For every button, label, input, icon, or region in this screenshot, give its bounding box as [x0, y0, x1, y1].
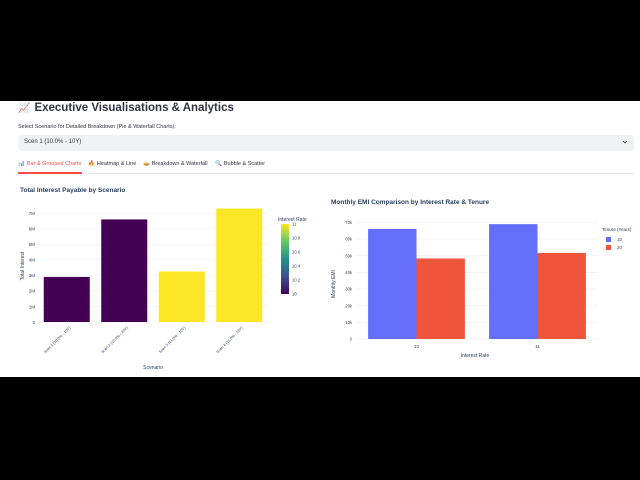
x-tick-label: 11: [535, 344, 540, 349]
y-tick-label: 60k: [345, 237, 353, 242]
y-tick-label: 30k: [345, 287, 353, 292]
bar: [416, 258, 465, 339]
colorbar-tick-label: 10.4: [292, 264, 301, 269]
y-tick-label: 1M: [29, 304, 36, 309]
x-axis-label: Scenario: [143, 365, 163, 371]
active-tab-indicator: [18, 172, 82, 174]
colorbar-tick-label: 10: [292, 292, 297, 297]
x-tick-label: Scen 3 (11.0% - 10Y): [158, 325, 187, 354]
colorbar-tick-label: 10.6: [292, 250, 301, 255]
y-axis-label: Total Interest: [20, 251, 26, 280]
legend-title: Tenure (Years): [602, 227, 632, 232]
tab-label: Breakdown & Waterfall: [151, 161, 208, 167]
x-tick-labels: Scen 1 (10.0% - 10Y) Scen 2 (10.0% - 20Y)…: [43, 325, 245, 354]
scenario-select-value: Scen 1 (10.0% - 10Y): [24, 139, 82, 145]
chevron-down-icon: [622, 140, 628, 144]
total-interest-chart: Total Interest Payable by Scenario 0 1M 2M…: [20, 187, 307, 371]
bars: [43, 208, 263, 322]
x-tick-label: Scen 2 (10.0% - 20Y): [100, 325, 129, 354]
page-title-text: Executive Visualisations & Analytics: [34, 102, 234, 114]
x-tick-labels: 10 11: [414, 344, 540, 349]
tab-breakdown-waterfall[interactable]: 🥧 Breakdown & Waterfall: [143, 161, 208, 167]
bar: [158, 271, 205, 322]
colorbar-tick-labels: 10 10.2 10.4 10.6 10.8 11: [292, 222, 301, 297]
colorbar-title: Interest Rate: [278, 217, 307, 223]
app-main: 📈 Executive Visualisations & Analytics S…: [0, 101, 640, 377]
y-tick-label: 3M: [29, 273, 36, 278]
chart-title: Monthly EMI Comparison by Interest Rate …: [331, 199, 489, 206]
chart-title: Total Interest Payable by Scenario: [20, 187, 125, 194]
bar: [489, 224, 538, 339]
y-tick-label: 0: [32, 320, 35, 325]
colorbar: [281, 224, 289, 294]
x-tick-label: Scen 4 (11.0% - 20Y): [216, 325, 245, 354]
tab-heatmap-line[interactable]: 🔥 Heatmap & Line: [88, 161, 136, 167]
y-tick-labels: 0 1M 2M 3M 4M 5M 6M 7M: [29, 211, 36, 325]
fire-icon: 🔥: [88, 161, 95, 167]
scenario-select[interactable]: Scen 1 (10.0% - 10Y): [18, 135, 634, 151]
bar: [101, 219, 148, 322]
bars: [368, 224, 586, 339]
y-tick-label: 70k: [345, 220, 353, 225]
tab-label: Bar & Grouped Charts: [26, 161, 82, 167]
bar-chart-icon: 📊: [18, 161, 25, 167]
tab-label: Bubble & Scatter: [223, 161, 266, 167]
y-tick-label: 10k: [345, 320, 353, 325]
y-tick-label: 6M: [29, 227, 36, 232]
legend: 10 20: [606, 237, 623, 250]
y-tick-label: 50k: [345, 253, 353, 258]
chart-increasing-icon: 📈: [18, 102, 31, 114]
y-axis-label: Monthly EMI: [331, 270, 337, 298]
legend-swatch: [606, 237, 611, 242]
y-tick-label: 7M: [29, 211, 36, 216]
legend-label: 10: [617, 237, 623, 242]
tab-bar-grouped-charts[interactable]: 📊 Bar & Grouped Charts: [18, 161, 81, 167]
pie-icon: 🥧: [143, 161, 150, 167]
legend-swatch: [606, 245, 611, 250]
tab-label: Heatmap & Line: [96, 161, 137, 167]
y-tick-label: 40k: [345, 270, 353, 275]
colorbar-tick-label: 10.8: [292, 236, 301, 241]
x-tick-label: Scen 1 (10.0% - 10Y): [43, 325, 72, 354]
y-tick-label: 20k: [345, 303, 353, 308]
bar: [368, 229, 417, 339]
colorbar-tick-label: 10.2: [292, 278, 301, 283]
y-tick-labels: 0 10k 20k 30k 40k 50k 60k 70k: [345, 220, 353, 342]
y-tick-label: 4M: [29, 258, 36, 263]
bar: [537, 253, 586, 339]
scenario-select-label: Select Scenario for Detailed Breakdown (…: [18, 124, 176, 130]
bar: [216, 208, 263, 322]
magnifier-icon: 🔍: [215, 161, 222, 167]
tab-bubble-scatter[interactable]: 🔍 Bubble & Scatter: [215, 161, 265, 167]
monthly-emi-chart: Monthly EMI Comparison by Interest Rate …: [331, 199, 632, 359]
colorbar-tick-label: 11: [292, 222, 297, 227]
tab-bar: 📊 Bar & Grouped Charts 🔥 Heatmap & Line …: [18, 159, 634, 174]
x-axis-label: Interest Rate: [461, 353, 490, 359]
x-tick-label: 10: [414, 344, 420, 349]
legend-label: 20: [617, 245, 623, 250]
y-tick-label: 5M: [29, 242, 36, 247]
y-tick-label: 2M: [29, 289, 36, 294]
bar: [43, 276, 90, 322]
page-title: 📈 Executive Visualisations & Analytics: [18, 102, 234, 114]
y-tick-label: 0: [350, 337, 353, 342]
